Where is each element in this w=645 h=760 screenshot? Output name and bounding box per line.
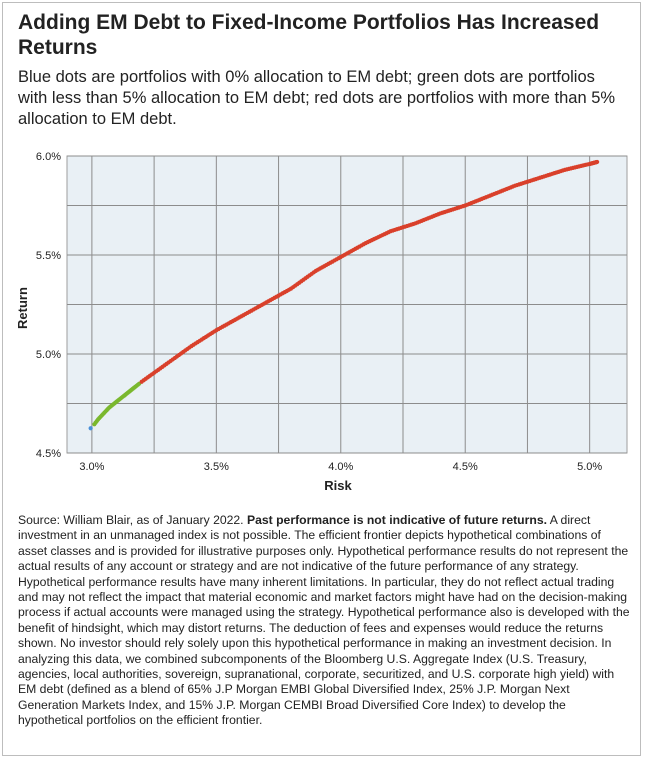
data-point <box>595 159 600 165</box>
disclaimer-body: A direct investment in an unmanaged inde… <box>18 513 630 728</box>
data-point <box>88 426 93 431</box>
x-axis-label: Risk <box>324 478 352 493</box>
y-tick-label: 4.5% <box>36 448 61 460</box>
x-tick-label: 5.0% <box>577 461 602 473</box>
y-axis-label: Return <box>15 287 30 329</box>
source-note: Source: William Blair, as of January 202… <box>18 513 630 729</box>
y-tick-label: 5.0% <box>36 349 61 361</box>
x-tick-label: 4.0% <box>328 461 353 473</box>
y-tick-label: 6.0% <box>36 151 61 163</box>
disclaimer-bold: Past performance is not indicative of fu… <box>246 513 547 527</box>
page-title: Adding EM Debt to Fixed-Income Portfolio… <box>18 11 600 59</box>
y-tick-label: 5.5% <box>36 250 61 262</box>
page-subtitle: Blue dots are portfolios with 0% allocat… <box>18 68 616 128</box>
x-tick-label: 4.5% <box>453 461 478 473</box>
x-tick-label: 3.5% <box>204 461 229 473</box>
scatter-chart: 3.0% 3.5% 4.0% 4.5% 5.0% 4.5% 5.0% 5.5% 6.0% Ret… <box>15 151 628 493</box>
x-tick-label: 3.0% <box>79 461 104 473</box>
source-text: Source: William Blair, as of January 202… <box>18 513 244 527</box>
